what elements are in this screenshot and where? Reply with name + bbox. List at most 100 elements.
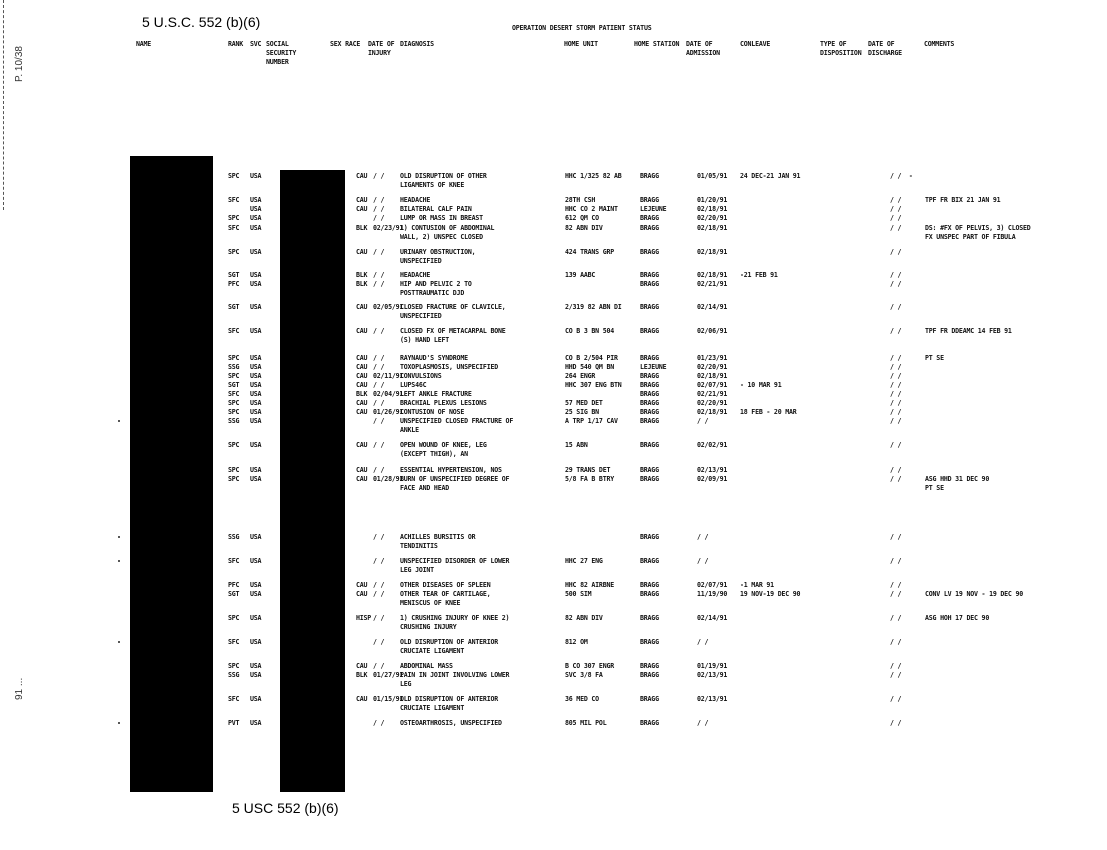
margin-page-number: P. 10/38 (14, 46, 25, 82)
cell-dx: BURN OF UNSPECIFIED DEGREE OF FACE AND H… (400, 475, 510, 492)
row-marker (118, 560, 120, 562)
cell-doi: / / (373, 205, 385, 213)
cell-adm: 01/19/91 (697, 662, 728, 670)
row-marker (118, 722, 120, 724)
cell-dx: HEADACHE (400, 196, 431, 204)
cell-conv: -21 FEB 91 (740, 271, 778, 279)
cell-race: CAU (356, 303, 368, 311)
cell-svc: USA (250, 248, 262, 256)
cell-adm: 01/20/91 (697, 196, 728, 204)
row-marker (118, 420, 120, 422)
cell-dx: OLD DISRUPTION OF ANTERIOR CRUCIATE LIGA… (400, 695, 499, 712)
cell-dd: / / (890, 399, 902, 407)
cell-dd: / / (890, 303, 902, 311)
cell-station: BRAGG (640, 466, 659, 474)
cell-unit: 5/8 FA B BTRY (565, 475, 615, 483)
cell-svc: USA (250, 372, 262, 380)
cell-adm: / / (697, 417, 709, 425)
cell-dd: / / (890, 466, 902, 474)
cell-unit: 805 MIL POL (565, 719, 607, 727)
cell-unit: 15 ABN (565, 441, 588, 449)
cell-adm: 02/21/91 (697, 280, 728, 288)
header-diagnosis: DIAGNOSIS (400, 40, 434, 48)
cell-comments: TPF FR BIX 21 JAN 91 (925, 196, 1001, 204)
cell-unit: B CO 307 ENGR (565, 662, 615, 670)
cell-adm: 02/13/91 (697, 466, 728, 474)
cell-conv: - 10 MAR 91 (740, 381, 782, 389)
cell-unit: 424 TRANS GRP (565, 248, 615, 256)
cell-dx: CLOSED FRACTURE OF CLAVICLE, UNSPECIFIED (400, 303, 506, 320)
cell-race: CAU (356, 172, 368, 180)
cell-doi: / / (373, 354, 385, 362)
cell-unit: 29 TRANS DET (565, 466, 611, 474)
cell-adm: 01/23/91 (697, 354, 728, 362)
exemption-stamp-top: 5 U.S.C. 552 (b)(6) (142, 14, 261, 30)
cell-svc: USA (250, 719, 262, 727)
cell-doi: / / (373, 662, 385, 670)
cell-race: CAU (356, 695, 368, 703)
header-conv-leave: CONLEAVE (740, 40, 771, 48)
cell-doi: / / (373, 590, 385, 598)
cell-unit: HHC 82 AIRBNE (565, 581, 615, 589)
cell-doi: / / (373, 196, 385, 204)
cell-conv: -1 MAR 91 (740, 581, 774, 589)
cell-doi: 02/05/91 (373, 303, 404, 311)
cell-dd: / / (890, 695, 902, 703)
cell-unit: HHD 540 QM BN (565, 363, 615, 371)
cell-dd: / / (890, 581, 902, 589)
cell-dd: / / (890, 671, 902, 679)
cell-svc: USA (250, 662, 262, 670)
cell-dd: / / (890, 614, 902, 622)
cell-adm: 02/18/91 (697, 205, 728, 213)
cell-rank: PFC (228, 581, 240, 589)
cell-svc: USA (250, 205, 262, 213)
cell-doi: / / (373, 441, 385, 449)
cell-unit: SVC 3/8 FA (565, 671, 603, 679)
cell-unit: HHC 27 ENG (565, 557, 603, 565)
cell-dx: TOXOPLASMOSIS, UNSPECIFIED (400, 363, 499, 371)
cell-adm: / / (697, 533, 709, 541)
cell-doi: / / (373, 417, 385, 425)
header-sex-race: SEX RACE (330, 40, 361, 48)
cell-unit: CO B 2/504 PIR (565, 354, 618, 362)
cell-station: BRAGG (640, 354, 659, 362)
cell-race: HISP (356, 614, 372, 622)
cell-svc: USA (250, 581, 262, 589)
cell-race: BLK (356, 280, 368, 288)
cell-rank: SGT (228, 303, 240, 311)
cell-doi: / / (373, 248, 385, 256)
header-date-discharge: DATE OF DISCHARGE (868, 40, 902, 57)
cell-doi: / / (373, 638, 385, 646)
cell-rank: SSG (228, 671, 240, 679)
cell-comments: ASG HOH 17 DEC 90 (925, 614, 990, 622)
cell-station: BRAGG (640, 557, 659, 565)
cell-rank: SPC (228, 214, 240, 222)
cell-unit: 139 AABC (565, 271, 596, 279)
cell-rank: PFC (228, 280, 240, 288)
cell-adm: 02/06/91 (697, 327, 728, 335)
cell-station: BRAGG (640, 280, 659, 288)
cell-dx: LUMP OR MASS IN BREAST (400, 214, 483, 222)
cell-unit: 28TH CSH (565, 196, 596, 204)
cell-dx: OLD DISRUPTION OF OTHER LIGAMENTS OF KNE… (400, 172, 487, 189)
cell-rank: SPC (228, 408, 240, 416)
cell-unit: 500 SIM (565, 590, 592, 598)
cell-rank: SFC (228, 557, 240, 565)
cell-dd: / / (890, 372, 902, 380)
cell-svc: USA (250, 441, 262, 449)
margin-note: 91 ... (14, 677, 25, 700)
cell-svc: USA (250, 381, 262, 389)
cell-dd: / / - (890, 172, 913, 180)
cell-race: CAU (356, 466, 368, 474)
cell-rank: SSG (228, 533, 240, 541)
cell-adm: 01/05/91 (697, 172, 728, 180)
cell-dd: / / (890, 205, 902, 213)
cell-station: BRAGG (640, 172, 659, 180)
cell-rank: SFC (228, 196, 240, 204)
cell-doi: / / (373, 363, 385, 371)
cell-dx: 1) CONTUSION OF ABDOMINAL WALL, 2) UNSPE… (400, 224, 495, 241)
cell-doi: / / (373, 719, 385, 727)
cell-dx: URINARY OBSTRUCTION, UNSPECIFIED (400, 248, 476, 265)
cell-race: CAU (356, 590, 368, 598)
header-comments: COMMENTS (924, 40, 955, 48)
